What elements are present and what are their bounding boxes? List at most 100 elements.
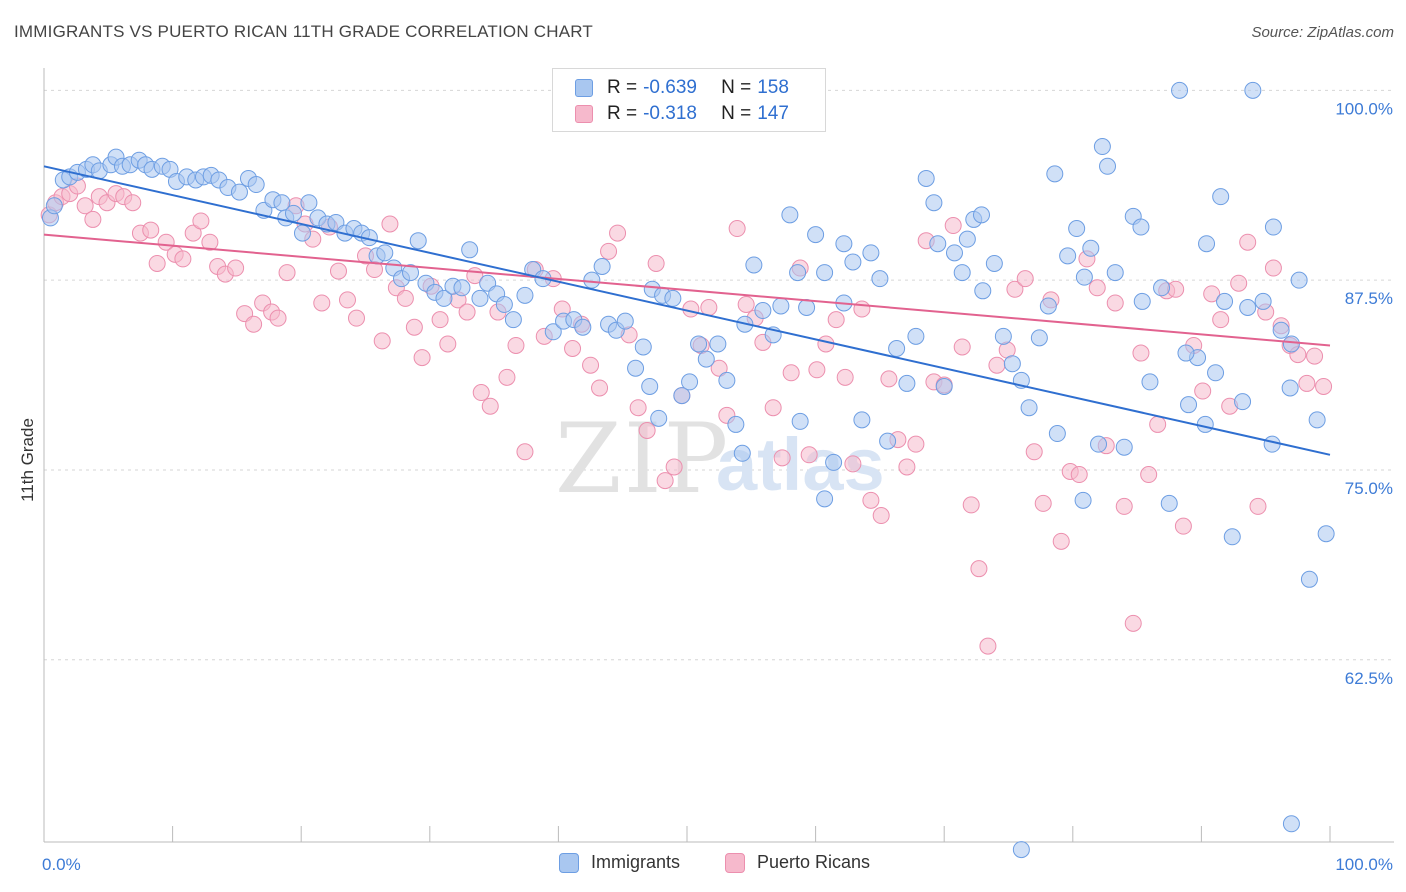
y-tick-label: 75.0% — [1345, 479, 1393, 498]
immigrants-point — [1133, 292, 1151, 310]
immigrants-point — [673, 387, 691, 405]
immigrants-point — [781, 206, 799, 224]
puerto-ricans-point — [1264, 259, 1282, 277]
immigrants-point — [641, 377, 659, 395]
puerto-ricans-point — [373, 332, 391, 350]
legend-row-immigrants: R = -0.639 N = 158 — [575, 76, 789, 100]
puerto-ricans-point — [1298, 374, 1316, 392]
immigrants-points — [41, 81, 1335, 859]
immigrants-point — [1290, 271, 1308, 289]
immigrants-point — [974, 282, 992, 300]
puerto-ricans-point — [124, 194, 142, 212]
immigrants-point — [574, 318, 592, 336]
immigrants-point — [816, 490, 834, 508]
immigrants-point — [461, 241, 479, 259]
puerto-ricans-point — [979, 637, 997, 655]
immigrants-point — [1254, 292, 1272, 310]
puerto-ricans-point — [564, 340, 582, 358]
puerto-ricans-point — [458, 303, 476, 321]
puerto-ricans-point — [836, 368, 854, 386]
immigrants-point — [888, 340, 906, 358]
puerto-ricans-point — [431, 311, 449, 329]
puerto-ricans-point — [192, 212, 210, 230]
series-legend-immigrants[interactable]: Immigrants — [559, 852, 680, 873]
immigrants-point — [1039, 297, 1057, 315]
puerto-ricans-point — [1132, 344, 1150, 362]
immigrants-point — [1263, 435, 1281, 453]
puerto-ricans-point — [245, 315, 263, 333]
immigrants-point — [1082, 239, 1100, 257]
immigrants-point — [907, 327, 925, 345]
puerto-ricans-point — [1115, 497, 1133, 515]
puerto-ricans-point — [700, 299, 718, 317]
puerto-ricans-point — [647, 254, 665, 272]
puerto-ricans-point — [898, 458, 916, 476]
series-swatch-puerto-ricans — [725, 852, 745, 873]
series-legend-label-puerto-ricans: Puerto Ricans — [757, 852, 871, 872]
immigrants-point — [1160, 494, 1178, 512]
immigrants-point — [945, 244, 963, 262]
immigrants-point — [1003, 355, 1021, 373]
immigrants-point — [745, 256, 763, 274]
puerto-ricans-point — [665, 458, 683, 476]
legend-r-value-immigrants: -0.639 — [643, 77, 697, 98]
puerto-ricans-point — [481, 397, 499, 415]
puerto-ricans-point — [988, 356, 1006, 374]
immigrants-point — [544, 323, 562, 341]
puerto-ricans-point — [629, 399, 647, 417]
immigrants-point — [1153, 279, 1171, 297]
puerto-ricans-point — [1239, 233, 1257, 251]
puerto-ricans-point — [953, 338, 971, 356]
immigrants-point — [985, 254, 1003, 272]
puerto-ricans-point — [962, 496, 980, 514]
immigrants-point — [879, 432, 897, 450]
immigrants-point — [1239, 299, 1257, 317]
puerto-ricans-point — [638, 422, 656, 440]
immigrants-point — [1012, 841, 1030, 859]
puerto-ricans-point — [682, 300, 700, 318]
puerto-ricans-point — [1140, 466, 1158, 484]
immigrants-point — [1216, 292, 1234, 310]
immigrants-point — [1132, 218, 1150, 236]
puerto-ricans-point — [396, 289, 414, 307]
immigrants-point — [1282, 335, 1300, 353]
puerto-ricans-point — [405, 318, 423, 336]
puerto-ricans-point — [269, 309, 287, 327]
immigrants-point — [1207, 364, 1225, 382]
puerto-ricans-point — [313, 294, 331, 312]
immigrants-point — [972, 206, 990, 224]
puerto-ricans-point — [600, 242, 618, 260]
immigrants-point — [593, 258, 611, 276]
puerto-ricans-point — [1306, 347, 1324, 365]
immigrants-point — [697, 350, 715, 368]
puerto-ricans-point — [184, 224, 202, 242]
immigrants-point — [616, 312, 634, 330]
puerto-ricans-point — [582, 356, 600, 374]
immigrants-point — [718, 371, 736, 389]
series-legend: Immigrants Puerto Ricans — [0, 852, 1406, 878]
puerto-ricans-point — [737, 295, 755, 313]
immigrants-point — [871, 270, 889, 288]
immigrants-point — [844, 253, 862, 271]
legend-n-label: N = — [721, 77, 752, 98]
puerto-ricans-point — [148, 254, 166, 272]
puerto-ricans-point — [728, 220, 746, 238]
immigrants-point — [816, 264, 834, 282]
immigrants-point — [45, 197, 63, 215]
puerto-ricans-point — [1249, 497, 1267, 515]
puerto-ricans-point — [800, 446, 818, 464]
puerto-ricans-point — [862, 491, 880, 509]
series-legend-label-immigrants: Immigrants — [591, 852, 681, 872]
puerto-ricans-point — [710, 359, 728, 377]
puerto-ricans-point — [1088, 279, 1106, 297]
y-tick-label: 62.5% — [1345, 669, 1393, 688]
immigrants-point — [1141, 373, 1159, 391]
series-legend-puerto-ricans[interactable]: Puerto Ricans — [725, 852, 870, 873]
immigrants-point — [1106, 264, 1124, 282]
immigrants-point — [798, 299, 816, 317]
legend-swatch-puerto-ricans — [575, 105, 593, 123]
puerto-ricans-point — [439, 335, 457, 353]
puerto-ricans-point — [1070, 466, 1088, 484]
x-tick-label: 100.0% — [1335, 855, 1393, 874]
